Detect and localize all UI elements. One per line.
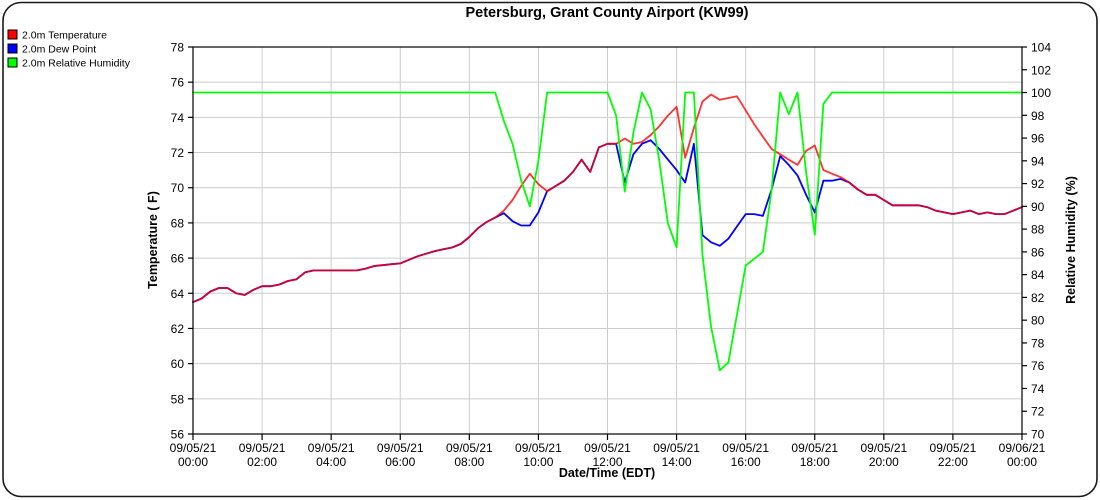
legend-swatch-relative-humidity-icon [7,57,18,68]
x-axis-tick-date: 09/05/21 [791,441,838,455]
y-axis-label-right: Relative Humidity (%) [1064,176,1078,304]
x-axis-tick-date: 09/05/21 [170,441,217,455]
x-axis-tick-time: 04:00 [316,455,346,469]
x-axis-tick-time: 08:00 [454,455,484,469]
left-axis-tick-label: 78 [171,41,185,55]
x-axis-tick-date: 09/05/21 [377,441,424,455]
x-axis-tick-time: 00:00 [178,455,208,469]
right-axis-tick-label: 88 [1031,223,1045,237]
left-axis-tick-label: 74 [171,111,185,125]
left-axis-tick-label: 64 [171,287,185,301]
right-axis-tick-label: 98 [1031,109,1045,123]
2-0m-relative-humidity-line [192,91,1023,372]
right-axis-tick-label: 104 [1031,41,1051,55]
right-axis-tick-label: 76 [1031,359,1045,373]
x-axis-tick-date: 09/05/21 [308,441,355,455]
x-axis-tick-time: 06:00 [385,455,415,469]
right-axis-tick-label: 80 [1031,314,1045,328]
x-axis-tick-time: 02:00 [247,455,277,469]
right-axis-tick-label: 82 [1031,291,1045,305]
legend-item-temperature: 2.0m Temperature [7,29,107,42]
legend-label-relative-humidity: 2.0m Relative Humidity [22,58,131,70]
right-axis-tick-label: 102 [1031,63,1051,77]
x-axis-tick-date: 09/05/21 [653,441,700,455]
x-axis-tick-time: 14:00 [662,455,692,469]
left-axis-tick-label: 58 [171,392,185,406]
x-axis-tick-date: 09/05/21 [515,441,562,455]
legend-item-relative-humidity: 2.0m Relative Humidity [7,57,131,70]
x-axis-tick-date: 09/05/21 [860,441,907,455]
left-axis-tick-label: 62 [171,322,185,336]
left-axis-tick-label: 56 [171,428,185,442]
chart-title: Petersburg, Grant County Airport (KW99) [465,5,748,21]
legend-item-dew-point: 2.0m Dew Point [7,43,96,56]
right-axis-tick-label: 74 [1031,382,1045,396]
left-axis-tick-label: 70 [171,181,185,195]
right-axis-tick-label: 84 [1031,268,1045,282]
x-axis-tick-time: 22:00 [938,455,968,469]
right-axis-tick-label: 72 [1031,405,1045,419]
x-axis-tick-time: 12:00 [592,455,622,469]
left-axis-tick-label: 60 [171,357,185,371]
right-axis-tick-label: 92 [1031,177,1045,191]
x-axis-tick-time: 10:00 [523,455,553,469]
right-axis-tick-label: 90 [1031,200,1045,214]
x-axis-tick-date: 09/05/21 [930,441,977,455]
x-axis-tick-date: 09/05/21 [722,441,769,455]
left-axis-tick-label: 72 [171,146,185,160]
x-axis-tick-date: 09/05/21 [239,441,286,455]
legend-label-temperature: 2.0m Temperature [22,30,107,42]
2-0m-temperature-line [192,93,1023,304]
right-axis-tick-label: 70 [1031,428,1045,442]
x-axis-tick-time: 18:00 [800,455,830,469]
x-axis-tick-time: 00:00 [1007,455,1037,469]
legend-swatch-dew-point-icon [7,43,18,54]
legend-swatch-temperature-icon [7,29,18,40]
x-axis-tick-date: 09/06/21 [999,441,1046,455]
x-axis-tick-time: 16:00 [731,455,761,469]
right-axis-tick-label: 94 [1031,154,1045,168]
plot-area: 56 58 60 62 64 66 68 70 72 74 76 78 70 72 74 76 78 80 82 84… [170,41,1052,470]
legend: 2.0m Temperature 2.0m Dew Point 2.0m Rel… [7,29,131,70]
legend-label-dew-point: 2.0m Dew Point [22,44,96,56]
left-axis-tick-label: 66 [171,252,185,266]
left-axis-tick-label: 68 [171,216,185,230]
x-axis-tick-date: 09/05/21 [584,441,631,455]
right-axis-tick-label: 96 [1031,132,1045,146]
x-axis-tick-time: 20:00 [869,455,899,469]
x-axis-tick-date: 09/05/21 [446,441,493,455]
right-axis-tick-label: 86 [1031,245,1045,259]
x-axis-label: Date/Time (EDT) [559,466,655,480]
y-axis-label-left: Temperature ( F) [146,191,160,289]
right-axis-tick-label: 100 [1031,86,1051,100]
right-axis-tick-label: 78 [1031,336,1045,350]
left-axis-tick-label: 76 [171,76,185,90]
